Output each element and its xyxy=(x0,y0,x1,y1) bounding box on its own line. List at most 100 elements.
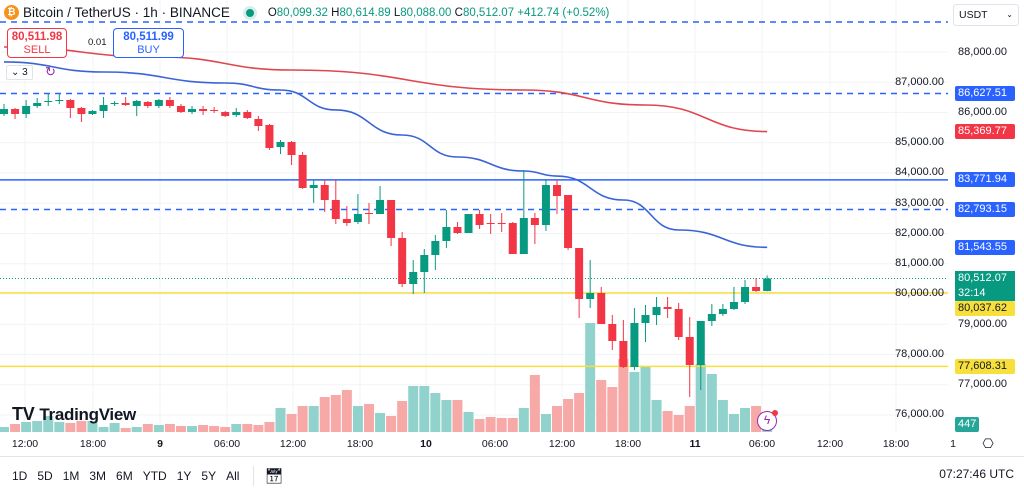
symbol-legend: ₿ Bitcoin / TetherUS · 1h · BINANCE O80,… xyxy=(4,5,609,20)
volume-badge: 447 xyxy=(955,417,979,432)
range-button-5y[interactable]: 5Y xyxy=(201,468,217,483)
currency-dropdown[interactable]: USDT ⌄ xyxy=(953,4,1019,26)
candle-body xyxy=(530,218,539,226)
volume-bar xyxy=(629,372,640,432)
range-button-ytd[interactable]: YTD xyxy=(142,468,167,483)
candle-body xyxy=(387,200,396,238)
price-chart[interactable] xyxy=(0,0,948,432)
volume-bar xyxy=(441,400,452,432)
volume-bar xyxy=(164,424,175,432)
volume-bar xyxy=(352,406,363,432)
spread-value: 0.01 xyxy=(88,37,107,48)
scale-mode[interactable]: 1 xyxy=(950,438,956,450)
candle-body xyxy=(232,112,241,116)
range-button-6m[interactable]: 6M xyxy=(116,468,133,483)
volume-bar xyxy=(474,419,485,432)
range-button-1y[interactable]: 1Y xyxy=(176,468,192,483)
candle-body xyxy=(188,109,197,113)
volume-bar xyxy=(651,400,662,432)
candle-body xyxy=(553,185,561,197)
candle-body xyxy=(464,214,473,234)
settings-gear-icon[interactable]: ⎔ xyxy=(982,436,994,451)
time-tick-label: 18:00 xyxy=(882,438,910,450)
volume-bar xyxy=(673,415,684,432)
time-tick-label: 18:00 xyxy=(79,438,107,450)
volume-bar xyxy=(540,414,551,432)
price-badge: 80,037.62 xyxy=(955,301,1015,317)
volume-bar xyxy=(430,393,441,432)
candle-body xyxy=(99,104,108,112)
volume-bar xyxy=(485,417,496,432)
sell-button[interactable]: 80,511.98 SELL xyxy=(7,28,67,58)
candle-body xyxy=(77,107,86,115)
price-badge: 77,608.31 xyxy=(955,358,1015,374)
volume-bar xyxy=(728,414,739,432)
candle-body xyxy=(420,254,429,272)
volume-bar xyxy=(153,425,164,432)
clock[interactable]: 07:27:46 UTC xyxy=(939,467,1014,481)
time-tick-label: 12:00 xyxy=(11,438,39,450)
volume-bar xyxy=(10,424,21,432)
buy-button[interactable]: 80,511.99 BUY xyxy=(113,28,184,58)
volume-bar xyxy=(286,414,297,432)
volume-bar xyxy=(264,422,275,432)
volume-bar xyxy=(308,406,319,432)
candle-body xyxy=(442,227,451,241)
go-to-date-calendar-icon[interactable]: 📅︎ xyxy=(264,467,284,485)
tradingview-logo[interactable]: TV TradingView xyxy=(12,404,136,425)
volume-bar xyxy=(43,416,54,432)
candle-body xyxy=(497,222,506,224)
candle-body xyxy=(165,100,174,106)
candle-body xyxy=(11,109,20,115)
symbol-title[interactable]: Bitcoin / TetherUS · 1h · BINANCE xyxy=(23,5,230,20)
candle-body xyxy=(508,222,517,254)
sync-icon[interactable]: ↻ xyxy=(45,64,56,79)
price-axis[interactable] xyxy=(948,0,1024,456)
candle-body xyxy=(331,200,340,219)
candle-body xyxy=(486,222,495,224)
candle-body xyxy=(619,340,628,368)
volume-bar xyxy=(142,424,153,432)
time-tick-label: 06:00 xyxy=(213,438,241,450)
volume-bar xyxy=(109,423,120,432)
moving-average-line xyxy=(3,46,768,133)
range-button-all[interactable]: All xyxy=(226,468,240,483)
volume-bar xyxy=(32,421,43,432)
volume-bar xyxy=(386,416,397,432)
candle-body xyxy=(685,336,694,366)
candle-body xyxy=(641,315,650,323)
indicators-toggle[interactable]: ⌄ 3 xyxy=(6,65,33,80)
volume-bar xyxy=(363,404,374,432)
volume-bar xyxy=(220,427,231,432)
candle-body xyxy=(707,314,716,321)
candle-body xyxy=(121,102,130,105)
candle-body xyxy=(143,102,152,106)
lightning-icon[interactable]: ϟ xyxy=(757,410,778,431)
volume-bar xyxy=(518,408,529,432)
candle-body xyxy=(44,101,53,103)
price-tick-label: 88,000.00 xyxy=(958,45,1007,58)
price-tick-label: 86,000.00 xyxy=(958,105,1007,118)
price-tick-label: 77,000.00 xyxy=(958,378,1007,391)
price-tick-label: 81,000.00 xyxy=(895,257,944,270)
volume-bar xyxy=(87,421,98,432)
candle-body xyxy=(276,142,285,148)
volume-bar xyxy=(596,380,607,432)
volume-bar xyxy=(65,423,76,432)
price-tick-label: 79,000.00 xyxy=(958,317,1007,330)
range-button-1d[interactable]: 1D xyxy=(12,468,28,483)
candle-body xyxy=(110,102,119,104)
range-button-3m[interactable]: 3M xyxy=(89,468,107,483)
price-badge: 85,369.77 xyxy=(955,124,1015,140)
volume-bar xyxy=(463,412,474,432)
volume-bar xyxy=(98,427,109,432)
range-button-5d[interactable]: 5D xyxy=(37,468,53,483)
volume-bar xyxy=(684,406,695,432)
price-tick-label: 87,000.00 xyxy=(895,75,944,88)
candle-body xyxy=(431,240,440,255)
candle-body xyxy=(254,118,263,127)
market-status-icon[interactable] xyxy=(245,8,254,17)
range-button-1m[interactable]: 1M xyxy=(62,468,80,483)
candle-body xyxy=(741,286,750,302)
candle-body xyxy=(696,320,705,366)
